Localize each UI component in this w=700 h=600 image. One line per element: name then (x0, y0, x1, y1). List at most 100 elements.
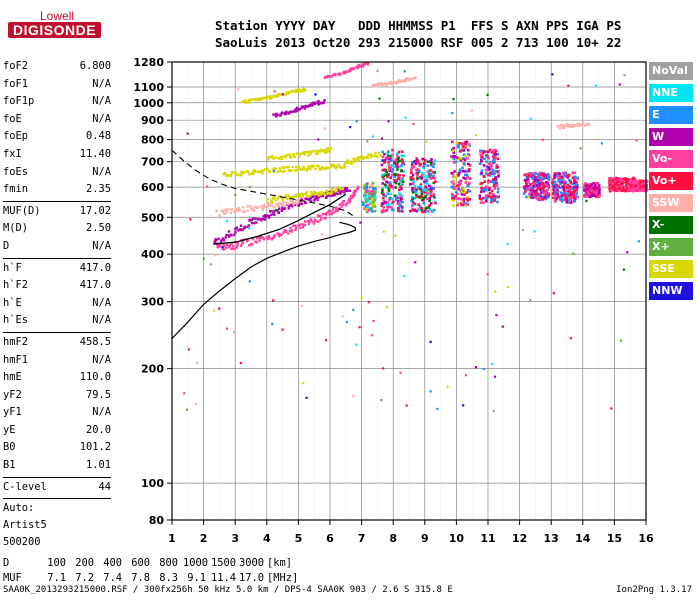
echo-point (488, 174, 492, 177)
echo-point (403, 70, 406, 73)
echo-point (589, 189, 593, 192)
echo-point (312, 192, 316, 196)
echo-point (467, 168, 471, 171)
echo-point (317, 138, 320, 141)
y-tick-label: 400 (141, 248, 164, 261)
echo-point (464, 154, 468, 158)
echo-point (398, 202, 401, 206)
echo-point (547, 193, 551, 197)
echo-point (562, 126, 565, 130)
table-cell: 7.8 (131, 572, 150, 584)
echo-point (280, 157, 283, 161)
echo-point (523, 185, 526, 188)
echo-point (392, 186, 395, 189)
echo-point (637, 240, 640, 243)
echo-point (293, 195, 296, 198)
echo-point (266, 203, 269, 207)
echo-point (383, 173, 386, 177)
param-row: h`F 417.0 (3, 260, 111, 278)
echo-point (608, 188, 612, 192)
echo-point (240, 170, 243, 174)
echo-point (587, 192, 591, 196)
echo-point (491, 178, 495, 181)
echo-point (543, 196, 547, 199)
echo-point (349, 197, 352, 201)
echo-point (382, 230, 386, 233)
echo-point (594, 186, 598, 190)
echo-point (394, 81, 397, 84)
echo-point (395, 159, 399, 162)
echo-point (337, 189, 340, 193)
echo-point (303, 223, 306, 227)
echo-point (310, 102, 313, 105)
echo-point (235, 226, 239, 229)
echo-point (399, 196, 402, 200)
echo-point (596, 186, 600, 190)
param-name: hmF1 (3, 353, 29, 366)
echo-point (312, 101, 315, 104)
echo-point (285, 110, 288, 113)
echo-point (274, 209, 278, 212)
echo-point (478, 194, 482, 198)
echo-point (255, 237, 259, 240)
echo-point (432, 181, 436, 185)
echo-point (497, 173, 501, 176)
echo-point (299, 199, 302, 203)
echo-point (331, 194, 334, 197)
echo-point (367, 301, 370, 304)
echo-point (274, 156, 277, 159)
echo-point (614, 182, 617, 185)
echo-point (411, 182, 414, 186)
echo-point (581, 122, 585, 126)
param-value: 20.0 (85, 423, 111, 436)
echo-point (371, 154, 374, 158)
echo-point (572, 196, 576, 200)
echo-point (237, 206, 240, 210)
param-value: 11.40 (79, 147, 111, 160)
echo-point (411, 197, 414, 201)
echo-point (348, 189, 352, 192)
echo-point (615, 176, 618, 180)
echo-point (463, 170, 466, 173)
echo-point (496, 165, 500, 169)
echo-point (261, 236, 265, 239)
echo-point (582, 189, 586, 192)
echo-point (301, 194, 304, 198)
echo-point (333, 210, 336, 214)
echo-point (460, 149, 463, 152)
echo-point (291, 199, 294, 202)
echo-point (544, 173, 548, 177)
echo-point (567, 190, 570, 193)
echo-point (401, 207, 404, 210)
echo-point (394, 181, 398, 185)
param-name: h`E (3, 296, 22, 309)
legend-item: X- (649, 216, 693, 234)
x-tick-label: 3 (231, 532, 239, 545)
table-cell: 17.0 (239, 572, 265, 584)
echo-point (236, 173, 240, 177)
echo-point (332, 208, 335, 211)
echo-point (466, 157, 469, 160)
echo-point (597, 184, 601, 187)
echo-point (609, 179, 612, 183)
param-row: yF1 N/A (3, 404, 111, 422)
echo-point (333, 191, 336, 195)
echo-point (364, 191, 367, 194)
param-value: N/A (92, 314, 111, 327)
echo-point (420, 174, 424, 177)
echo-point (383, 183, 387, 187)
echo-point (253, 168, 256, 172)
param-name: MUF(D) (3, 204, 41, 217)
echo-point (493, 375, 497, 378)
echo-point (450, 171, 454, 175)
echo-point (287, 165, 290, 169)
echo-point (321, 166, 324, 170)
echo-point (395, 81, 399, 84)
echo-point (307, 150, 311, 154)
echo-point (583, 182, 587, 186)
echo-point (501, 325, 504, 328)
echo-point (586, 188, 589, 192)
echo-point (529, 188, 533, 192)
echo-point (399, 80, 402, 84)
echo-point (311, 192, 314, 195)
